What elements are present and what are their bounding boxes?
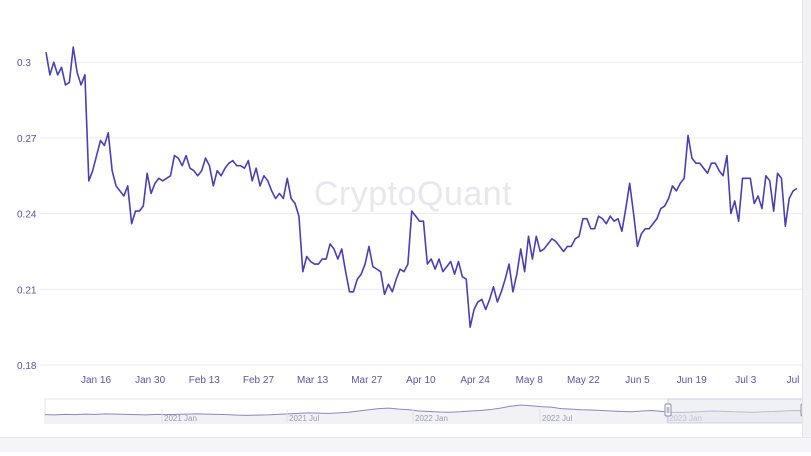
y-axis: 0.18 0.21 0.24 0.27 0.3 xyxy=(17,58,37,372)
navigator-label: 2022 Jan xyxy=(415,414,448,423)
x-tick-label: Jan 16 xyxy=(81,375,111,386)
x-tick-label: Apr 24 xyxy=(460,375,490,386)
navigator-label: 2021 Jan xyxy=(164,414,197,423)
series-line xyxy=(45,46,798,328)
x-tick-label: May 8 xyxy=(516,375,544,386)
y-tick-label: 0.27 xyxy=(17,134,37,145)
bottom-bar xyxy=(0,437,811,452)
scrollbar[interactable] xyxy=(802,0,811,451)
x-tick-label: Jun 19 xyxy=(677,375,707,386)
x-tick-label: Apr 10 xyxy=(406,375,436,386)
grid-lines xyxy=(40,61,802,366)
x-tick-label: Feb 13 xyxy=(189,375,221,386)
x-tick-label: Mar 27 xyxy=(351,375,383,386)
y-tick-label: 0.21 xyxy=(17,285,37,296)
x-tick-label: Feb 27 xyxy=(243,375,275,386)
x-axis: Jan 16 Jan 30 Feb 13 Feb 27 Mar 13 Mar 27 Apr … xyxy=(81,375,811,386)
x-tick-label: Jun 5 xyxy=(625,375,650,386)
navigator-label: 2021 Jul xyxy=(289,414,319,423)
x-tick-label: Jul 17 xyxy=(787,375,811,386)
x-tick-label: May 22 xyxy=(567,375,600,386)
y-tick-label: 0.24 xyxy=(17,210,37,221)
x-tick-label: Jan 30 xyxy=(135,375,165,386)
y-tick-label: 0.18 xyxy=(17,361,37,372)
navigator-area xyxy=(45,405,804,423)
navigator-handle-left[interactable] xyxy=(664,403,672,417)
navigator-label: 2022 Jul xyxy=(542,414,572,423)
x-tick-label: Mar 13 xyxy=(297,375,329,386)
y-tick-label: 0.3 xyxy=(17,58,31,69)
x-tick-label: Jul 3 xyxy=(735,375,757,386)
navigator-selection[interactable] xyxy=(667,398,805,424)
watermark: CryptoQuant xyxy=(314,175,512,213)
